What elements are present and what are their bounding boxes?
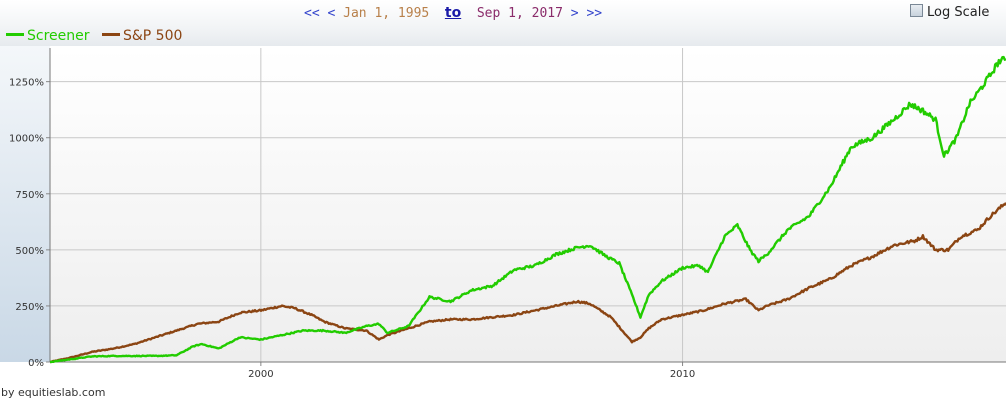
legend-item-sp500[interactable]: S&P 500 <box>101 28 183 44</box>
y-tick-label: 500% <box>15 246 44 257</box>
legend-item-screener[interactable]: Screener <box>6 28 90 44</box>
chart-toolbar: << < Jan 1, 1995 to Sep 1, 2017 > >> Log… <box>0 0 1006 46</box>
x-tick-label: 2010 <box>670 369 695 380</box>
jump-back-button[interactable]: < <box>327 6 336 21</box>
x-tick-label: 2000 <box>248 369 273 380</box>
legend-swatch-screener <box>6 33 24 36</box>
to-link[interactable]: to <box>444 5 462 21</box>
log-scale-label: Log Scale <box>927 5 990 20</box>
y-tick-label: 750% <box>15 190 44 201</box>
date-range-selector: << < Jan 1, 1995 to Sep 1, 2017 > >> <box>304 5 602 21</box>
jump-forward-button[interactable]: > <box>570 6 579 21</box>
log-scale-toggle[interactable]: Log Scale <box>910 4 989 20</box>
chart-legend: Screener S&P 500 <box>6 28 190 44</box>
plot-area <box>50 48 1006 362</box>
log-scale-checkbox[interactable] <box>910 4 923 17</box>
legend-label-screener: Screener <box>27 28 90 44</box>
y-tick-label: 250% <box>15 302 44 313</box>
legend-swatch-sp500 <box>101 33 120 36</box>
jump-forward-far-button[interactable]: >> <box>586 6 603 21</box>
start-date-field[interactable]: Jan 1, 1995 <box>343 6 430 21</box>
y-axis-panel <box>0 46 50 362</box>
y-tick-label: 1250% <box>9 78 44 89</box>
legend-label-sp500: S&P 500 <box>122 28 183 44</box>
credit-text: by equitieslab.com <box>1 386 106 399</box>
series-line-sp500 <box>50 202 1006 364</box>
jump-back-far-button[interactable]: << <box>304 6 320 21</box>
y-tick-label: 1000% <box>9 134 44 145</box>
end-date-field[interactable]: Sep 1, 2017 <box>476 6 563 21</box>
y-tick-label: 0% <box>28 358 44 369</box>
series-line-screener <box>49 55 1006 364</box>
